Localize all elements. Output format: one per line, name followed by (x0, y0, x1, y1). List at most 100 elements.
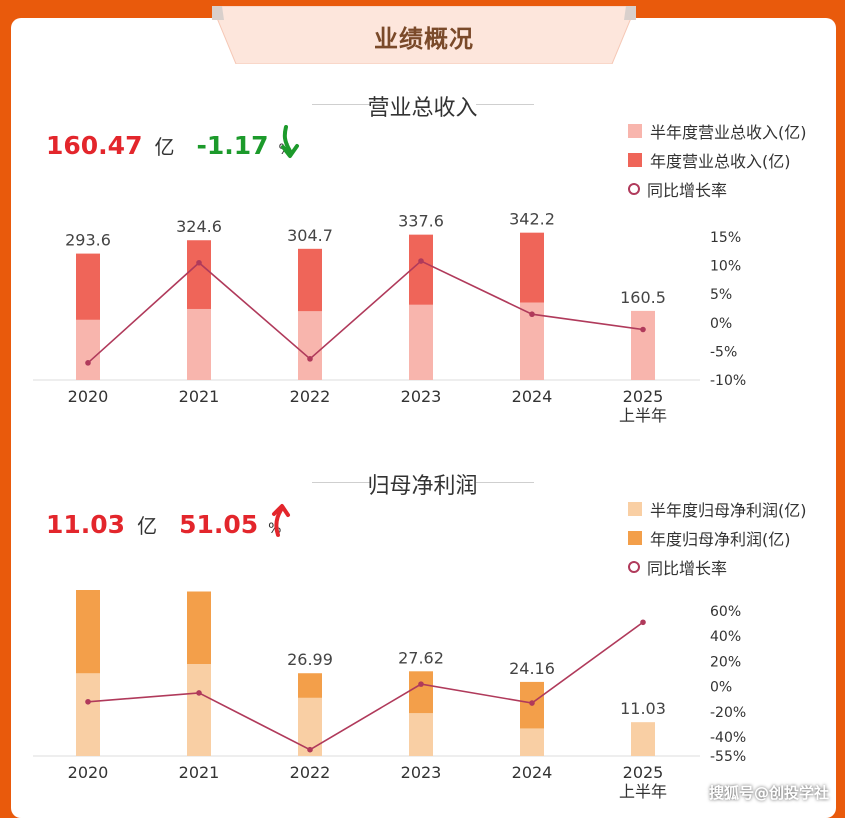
x-tick-label-2: 2022 (290, 387, 331, 406)
profit-kpi-unit: 亿 (137, 514, 158, 538)
y2-tick-label-1: 40% (710, 629, 741, 645)
revenue-kpi-unit: 亿 (154, 135, 175, 159)
title-divider-right (476, 104, 534, 105)
x-tick-label-0: 2020 (68, 763, 109, 782)
bar-half-1 (187, 308, 211, 380)
x-tick-label-5: 上半年 (619, 782, 667, 801)
legend-label: 年度归母净利润(亿) (650, 529, 791, 549)
bar-half-4 (520, 728, 544, 756)
growth-point-0 (85, 360, 91, 366)
data-label-5: 160.5 (620, 288, 666, 307)
growth-point-4 (529, 311, 535, 318)
revenue-kpi-change: -1.17 (196, 131, 269, 160)
bar-half-1 (187, 664, 211, 756)
y2-tick-label-4: -20% (710, 705, 746, 721)
bar-half-5 (631, 722, 655, 756)
legend-label: 半年度归母净利润(亿) (650, 500, 807, 520)
growth-point-5 (640, 619, 646, 626)
y2-tick-label-0: 15% (710, 230, 741, 246)
x-tick-label-1: 2021 (179, 763, 220, 782)
bar-half-2 (298, 311, 322, 380)
legend-label: 同比增长率 (647, 180, 728, 200)
growth-point-2 (307, 356, 313, 362)
profit-legend: 半年度归母净利润(亿) 年度归母净利润(亿) 同比增长率 (628, 494, 807, 581)
profit-kpi-change: 51.05 (179, 510, 259, 539)
revenue-kpi: 160.47 亿 -1.17 % (46, 131, 292, 160)
growth-rate-line (87, 621, 644, 751)
title-divider-left (312, 482, 370, 483)
y2-tick-label-5: -40% (710, 730, 746, 746)
growth-point-0 (85, 698, 91, 705)
x-tick-label-4: 2024 (512, 763, 553, 782)
legend-item-growth: 同比增长率 (628, 552, 807, 581)
x-tick-label-5: 2025 (623, 387, 664, 406)
legend-item-full: 年度营业总收入(亿) (628, 145, 807, 174)
legend-swatch-half (628, 501, 642, 516)
bar-half-0 (76, 673, 100, 756)
legend-item-growth: 同比增长率 (628, 174, 807, 203)
y2-tick-label-1: 10% (710, 259, 741, 275)
data-label-2: 304.7 (287, 226, 333, 245)
data-label-4: 24.16 (509, 659, 555, 678)
legend-swatch-growth (628, 560, 640, 573)
x-tick-label-4: 2024 (512, 387, 553, 406)
growth-point-5 (640, 326, 646, 333)
profit-chart: 56.31202053.64202126.99202227.62202324.1… (33, 590, 746, 801)
y2-tick-label-6: -55% (710, 749, 746, 765)
revenue-section-title: 营业总收入 (367, 96, 478, 121)
data-label-0: 293.6 (65, 231, 111, 250)
x-tick-label-3: 2023 (401, 763, 442, 782)
data-label-4: 342.2 (509, 210, 555, 229)
y2-tick-label-2: 5% (710, 287, 732, 303)
up-arrow-icon (272, 504, 290, 537)
x-tick-label-0: 2020 (68, 387, 109, 406)
growth-point-1 (196, 259, 202, 266)
x-tick-label-2: 2022 (290, 763, 331, 782)
legend-item-full: 年度归母净利润(亿) (628, 523, 807, 552)
y2-tick-label-3: 0% (710, 316, 732, 332)
legend-label: 半年度营业总收入(亿) (650, 122, 807, 142)
y2-tick-label-4: -5% (710, 344, 737, 360)
title-divider-right (476, 482, 534, 483)
header-banner (212, 6, 636, 64)
bar-half-0 (76, 319, 100, 380)
growth-point-4 (529, 700, 535, 706)
y2-tick-label-5: -10% (710, 373, 746, 389)
title-divider-left (312, 104, 370, 105)
legend-item-half: 半年度营业总收入(亿) (628, 116, 807, 145)
x-tick-label-5: 2025 (623, 763, 664, 782)
growth-point-1 (196, 690, 202, 696)
data-label-3: 27.62 (398, 648, 444, 667)
data-label-2: 26.99 (287, 650, 333, 669)
data-label-1: 324.6 (176, 217, 222, 236)
profit-section-title: 归母净利润 (367, 474, 478, 499)
down-arrow-icon (281, 125, 299, 158)
x-tick-label-5: 上半年 (619, 406, 667, 425)
growth-rate-line (87, 260, 644, 364)
revenue-kpi-value: 160.47 (46, 131, 143, 160)
header-banner-label-wrap: 业绩概况 (212, 6, 636, 64)
watermark: 搜狐号@创投学社 (708, 784, 829, 802)
legend-swatch-full (628, 530, 642, 545)
revenue-legend: 半年度营业总收入(亿) 年度营业总收入(亿) 同比增长率 (628, 116, 807, 203)
bar-half-5 (631, 310, 655, 380)
x-tick-label-3: 2023 (401, 387, 442, 406)
bar-half-3 (409, 713, 433, 756)
x-tick-label-1: 2021 (179, 387, 220, 406)
legend-label: 年度营业总收入(亿) (650, 151, 791, 171)
data-label-5: 11.03 (620, 699, 666, 718)
growth-point-3 (418, 258, 424, 264)
y2-tick-label-0: 60% (710, 604, 741, 620)
y2-tick-label-2: 20% (710, 654, 741, 670)
legend-item-half: 半年度归母净利润(亿) (628, 494, 807, 523)
header-title: 业绩概况 (374, 25, 474, 53)
data-label-3: 337.6 (398, 212, 444, 231)
legend-swatch-half (628, 123, 642, 138)
profit-kpi: 11.03 亿 51.05 % (46, 510, 281, 539)
y2-tick-label-3: 0% (710, 680, 732, 696)
revenue-chart: 293.6 2020 324.6 2021 304.7 2022 337.6 2023 342.… (33, 210, 746, 425)
profit-kpi-value: 11.03 (46, 510, 126, 539)
legend-swatch-growth (628, 182, 640, 195)
growth-point-3 (418, 681, 424, 687)
legend-label: 同比增长率 (647, 558, 728, 578)
